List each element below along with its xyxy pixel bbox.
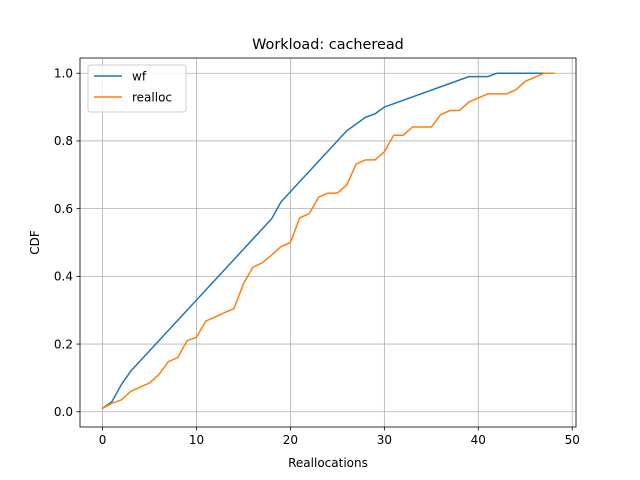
legend: wf realloc	[87, 64, 187, 113]
x-tick-label: 30	[377, 433, 392, 447]
x-tick-label: 50	[565, 433, 580, 447]
chart-title: Workload: cacheread	[252, 37, 404, 53]
x-axis-label: Reallocations	[288, 456, 368, 470]
y-tick-label: 0.6	[54, 202, 73, 216]
y-tick-label: 0.8	[54, 134, 73, 148]
legend-label-wf: wf	[132, 70, 147, 84]
y-tick-label: 0.0	[54, 405, 73, 419]
y-axis-label: CDF	[28, 230, 42, 255]
series-line-wf	[101, 72, 555, 410]
x-tick-label: 0	[99, 433, 107, 447]
plot-frame	[79, 57, 577, 428]
series-line-realloc	[101, 72, 555, 410]
series-lines	[101, 72, 555, 410]
y-tick-label: 0.2	[54, 337, 73, 351]
y-tick-label: 0.4	[54, 270, 73, 284]
x-tick-label: 40	[471, 433, 486, 447]
x-tick-label: 10	[189, 433, 204, 447]
y-tick-label: 1.0	[54, 67, 73, 81]
legend-label-realloc: realloc	[132, 91, 172, 105]
y-axis-ticks: 0.0 0.2 0.4 0.6 0.8 1.0	[54, 67, 80, 419]
x-tick-label: 20	[283, 433, 298, 447]
x-axis-ticks: 0 10 20 30 40 50	[99, 427, 580, 447]
